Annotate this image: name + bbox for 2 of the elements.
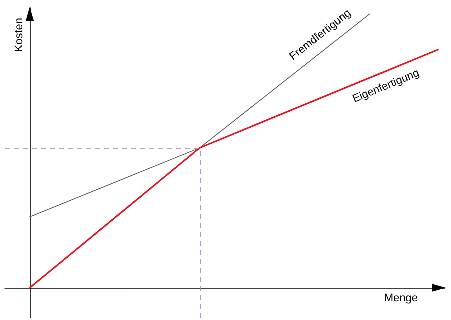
y-axis-title: Kosten — [14, 18, 26, 52]
x-axis-title: Menge — [384, 292, 418, 304]
